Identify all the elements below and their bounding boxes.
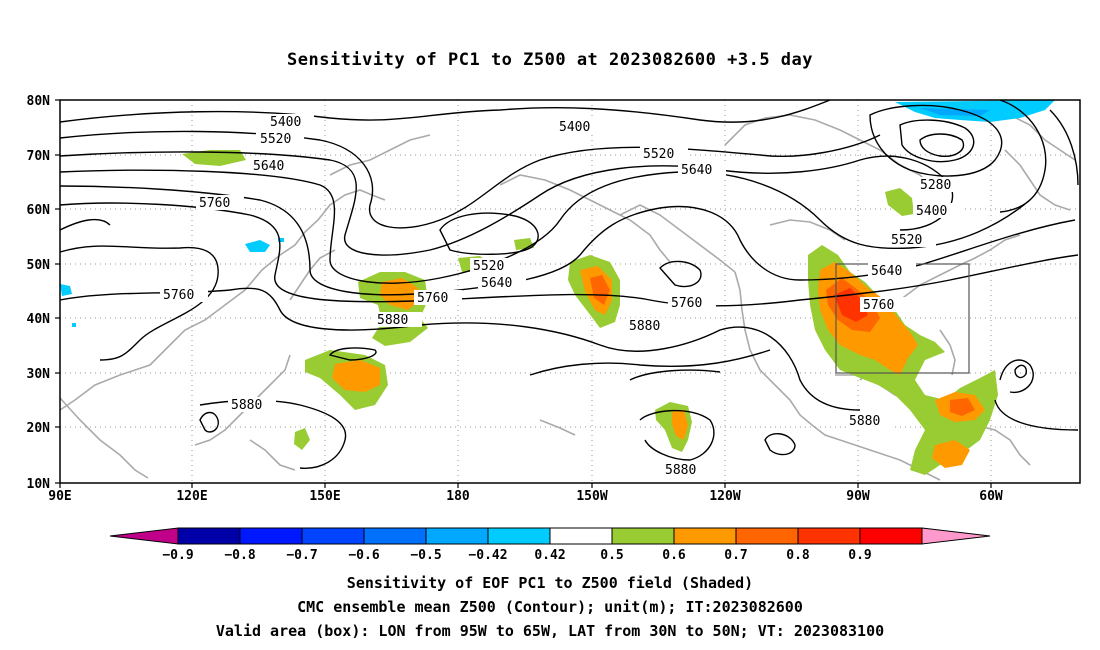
contour-label: 5880 [377, 313, 408, 328]
colorbar-tick-label: 0.9 [848, 548, 871, 563]
colorbar-tick-label: −0.42 [468, 548, 507, 563]
colorbar-swatch [425, 527, 489, 545]
colorbar-swatch [735, 527, 799, 545]
contour-label: 5760 [163, 288, 194, 303]
lat-label: 80N [27, 94, 51, 109]
colorbar-swatch [301, 527, 365, 545]
colorbar-tick-label: 0.8 [786, 548, 810, 563]
contour-label: 5640 [871, 264, 902, 279]
colorbar-swatch [549, 527, 613, 545]
colorbar-tick-label: 0.6 [662, 548, 686, 563]
lon-label: 120W [709, 489, 740, 504]
colorbar-swatch [239, 527, 303, 545]
sensitivity-shading [60, 100, 1055, 475]
colorbar-swatch [673, 527, 737, 545]
colorbar [109, 527, 991, 545]
contour-label: 5640 [681, 163, 712, 178]
colorbar-tick-label: −0.8 [224, 548, 255, 563]
colorbar-right-triangle [921, 527, 991, 545]
lon-label: 90W [846, 489, 870, 504]
contour-label: 5640 [253, 159, 284, 174]
contour-label: 5520 [473, 259, 504, 274]
lon-label: 120E [176, 489, 207, 504]
latitude-labels: 80N 70N 60N 50N 40N 30N 20N 10N [27, 94, 51, 492]
contour-label: 5760 [417, 291, 448, 306]
lon-label: 150E [309, 489, 340, 504]
lat-label: 10N [27, 477, 51, 492]
lon-label: 180 [446, 489, 470, 504]
lon-label: 60W [979, 489, 1003, 504]
footer-line-2: CMC ensemble mean Z500 (Contour); unit(m… [297, 598, 803, 616]
colorbar-tick-label: 0.42 [534, 548, 565, 563]
contour-labels: 5400 5520 5640 5760 5760 5400 5520 5640 … [160, 114, 965, 478]
colorbar-swatch [177, 527, 241, 545]
contour-label: 5880 [849, 414, 880, 429]
contour-label: 5760 [863, 298, 894, 313]
colorbar-tick-label: 0.5 [600, 548, 623, 563]
lon-label: 150W [576, 489, 607, 504]
lon-label: 90E [48, 489, 71, 504]
colorbar-tick-label: −0.6 [348, 548, 379, 563]
contour-label: 5520 [643, 147, 674, 162]
contour-label: 5400 [916, 204, 947, 219]
lat-label: 30N [27, 367, 51, 382]
colorbar-swatch [363, 527, 427, 545]
tick-marks [55, 99, 992, 488]
colorbar-swatch [797, 527, 861, 545]
contour-label: 5400 [559, 120, 590, 135]
lat-label: 40N [27, 312, 51, 327]
contour-label: 5520 [891, 233, 922, 248]
colorbar-tick-label: −0.9 [162, 548, 193, 563]
colorbar-swatch [487, 527, 551, 545]
lat-label: 70N [27, 149, 51, 164]
map-frame [59, 99, 1081, 484]
map-title: Sensitivity of PC1 to Z500 at 2023082600… [286, 50, 813, 70]
contour-label: 5880 [665, 463, 696, 478]
contour-label: 5880 [231, 398, 262, 413]
contour-label: 5760 [199, 196, 230, 211]
z500-contours [59, 99, 1079, 469]
colorbar-tick-label: 0.7 [724, 548, 747, 563]
footer-line-3: Valid area (box): LON from 95W to 65W, L… [215, 622, 885, 640]
lat-label: 50N [27, 258, 51, 273]
contour-label: 5640 [481, 276, 512, 291]
contour-label: 5400 [270, 115, 301, 130]
colorbar-left-triangle [109, 527, 179, 545]
longitude-labels: 90E 120E 150E 180 150W 120W 90W 60W [48, 489, 1003, 504]
colorbar-tick-label: −0.7 [286, 548, 317, 563]
contour-label: 5520 [260, 132, 291, 147]
contour-label: 5280 [920, 178, 951, 193]
footer-line-1: Sensitivity of EOF PC1 to Z500 field (Sh… [346, 574, 754, 592]
colorbar-tick-labels: −0.9 −0.8 −0.7 −0.6 −0.5 −0.42 0.42 0.5 0.6 0.7 0.… [162, 548, 871, 563]
contour-label: 5880 [629, 319, 660, 334]
colorbar-tick-label: −0.5 [410, 548, 441, 563]
colorbar-swatch [859, 527, 923, 545]
lat-label: 60N [27, 203, 51, 218]
contour-label: 5760 [671, 296, 702, 311]
colorbar-swatch [611, 527, 675, 545]
lat-label: 20N [27, 421, 51, 436]
